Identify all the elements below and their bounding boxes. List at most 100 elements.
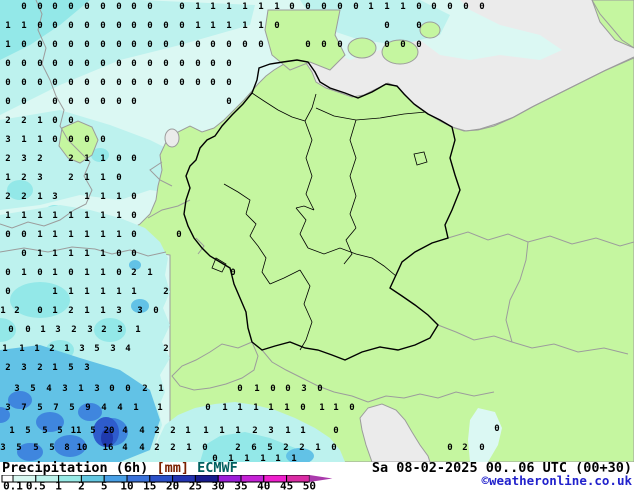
precip-value: 1 — [5, 173, 10, 183]
precip-value: 0 — [5, 78, 10, 88]
precip-value: 0 — [21, 40, 26, 50]
precip-value: 0 — [179, 21, 184, 31]
precip-value: 0 — [305, 40, 310, 50]
precip-blob — [286, 448, 314, 462]
precip-value: 4 — [122, 443, 128, 453]
precip-value: 0 — [289, 2, 294, 12]
precip-value: 1 — [37, 135, 42, 145]
caption-bar: Precipitation (6h) [mm] ECMWF Sa 08-02-2… — [0, 460, 634, 490]
precip-value: 0 — [176, 230, 181, 240]
precip-value: 2 — [21, 173, 26, 183]
precip-value: 0 — [37, 78, 42, 88]
precip-value: 0 — [337, 40, 342, 50]
state-border — [304, 93, 317, 122]
precip-value: 4 — [139, 426, 145, 436]
precip-value: 0 — [416, 40, 421, 50]
precip-value: 1 — [228, 454, 233, 462]
precip-value: 0 — [52, 97, 57, 107]
precip-value: 0 — [5, 287, 10, 297]
precip-value: 0 — [100, 2, 105, 12]
france-coast — [0, 246, 96, 253]
precip-value: 0 — [179, 2, 184, 12]
precip-value: 5 — [33, 443, 38, 453]
precip-value: 0 — [230, 268, 235, 278]
precip-blob — [91, 148, 109, 162]
saarland-border — [211, 257, 227, 273]
precip-value: 0 — [116, 2, 121, 12]
precip-value: 1 — [275, 454, 280, 462]
precip-value: 0 — [100, 40, 105, 50]
precip-value: 0 — [84, 97, 89, 107]
precip-value: 5 — [69, 403, 74, 413]
precip-value: 0 — [416, 2, 421, 12]
precip-value: 1 — [210, 21, 215, 31]
precip-value: 0 — [179, 40, 184, 50]
precip-value: 1 — [84, 154, 89, 164]
precip-value: 1 — [226, 2, 231, 12]
precip-value: 1 — [131, 287, 136, 297]
precip-value: 5 — [37, 403, 42, 413]
berlin-border — [413, 151, 428, 166]
precip-value: 0 — [384, 40, 389, 50]
precip-blob — [78, 403, 102, 421]
precip-value: 1 — [52, 268, 57, 278]
precip-value: 0 — [131, 230, 136, 240]
precip-value: 0 — [131, 78, 136, 88]
precip-value: 0 — [131, 2, 136, 12]
precip-value: 0 — [37, 59, 42, 69]
precip-value: 0 — [479, 443, 484, 453]
precip-value: 11 — [71, 426, 82, 436]
precip-value: 1 — [203, 426, 208, 436]
legend-tick-label: 50 — [303, 480, 316, 490]
precip-value: 0 — [479, 2, 484, 12]
precip-value: 3 — [137, 306, 142, 316]
precip-value: 1 — [52, 287, 57, 297]
precip-value: 0 — [68, 135, 73, 145]
precip-value: 1 — [9, 426, 14, 436]
legend-tick-label: 20 — [166, 480, 179, 490]
precip-value: 1 — [21, 211, 26, 221]
precip-value: 0 — [52, 116, 57, 126]
be-nl-border — [147, 199, 191, 219]
legend-tick-label: 25 — [189, 480, 202, 490]
precip-value: 0 — [100, 135, 105, 145]
precip-value: 0 — [116, 173, 121, 183]
legend-tick-label: 15 — [143, 480, 156, 490]
precip-value: 1 — [37, 230, 42, 240]
precip-value: 10 — [77, 443, 88, 453]
slovakia-hungary-border — [511, 341, 629, 355]
precip-value: 0 — [84, 135, 89, 145]
precip-blob — [131, 299, 149, 313]
sweden-land — [591, 0, 634, 49]
precip-value: 2 — [163, 344, 168, 354]
precip-value: 5 — [30, 384, 35, 394]
state-border-elbe — [251, 92, 306, 122]
precip-value: 0 — [179, 59, 184, 69]
precip-value: 0 — [147, 40, 152, 50]
precip-value: 0 — [270, 384, 275, 394]
precip-value: 0 — [52, 2, 57, 12]
precip-value: 1 — [52, 211, 57, 221]
precip-value: 1 — [333, 403, 338, 413]
precip-value: 1 — [300, 426, 305, 436]
precip-value: 3 — [268, 426, 273, 436]
precip-value: 1 — [157, 403, 162, 413]
precip-value: 1 — [52, 249, 57, 259]
precip-value: 1 — [37, 116, 42, 126]
map-title: Precipitation (6h) — [2, 460, 149, 476]
precip-value: 5 — [94, 344, 99, 354]
precip-value: 1 — [21, 21, 26, 31]
precip-value: 0 — [226, 40, 231, 50]
britain-coast — [0, 0, 93, 229]
state-border — [295, 205, 315, 211]
danish-island — [419, 21, 441, 39]
precip-value: 0 — [463, 2, 468, 12]
valid-datetime: Sa 08-02-2025 00..06 UTC (00+30) — [371, 460, 632, 476]
precip-value: 1 — [34, 344, 39, 354]
precip-value: 0 — [100, 59, 105, 69]
precip-value: 3 — [5, 403, 10, 413]
precip-value: 20 — [104, 426, 115, 436]
color-scale-legend: 0.1 0.5 1 2 5 10 15 20 25 30 35 40 45 50 — [1, 475, 333, 490]
precip-value: 1 — [100, 249, 105, 259]
precip-value: 2 — [154, 443, 159, 453]
